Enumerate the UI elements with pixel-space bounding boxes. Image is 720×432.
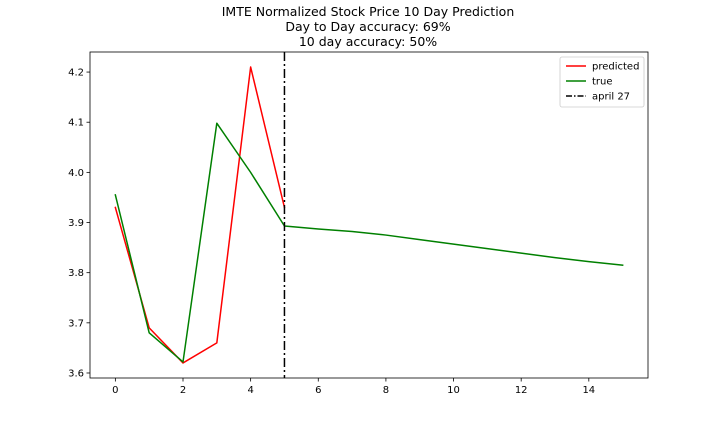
x-tick-label: 6 — [315, 385, 321, 396]
axes-frame — [89, 51, 649, 379]
x-tick-label: 8 — [383, 385, 389, 396]
y-tick-label: 4.1 — [68, 118, 84, 129]
x-tick-label: 14 — [582, 385, 595, 396]
x-tick-label: 4 — [247, 385, 253, 396]
title-line-3: 10 day accuracy: 50% — [299, 34, 437, 49]
x-tick-label: 0 — [112, 385, 118, 396]
title-line-1: IMTE Normalized Stock Price 10 Day Predi… — [222, 4, 515, 19]
legend-label-true: true — [592, 77, 613, 88]
x-tick-label: 2 — [180, 385, 186, 396]
y-tick-label: 4.2 — [68, 68, 84, 79]
x-tick-label: 12 — [515, 385, 528, 396]
chart-title: IMTE Normalized Stock Price 10 Day Predi… — [222, 4, 515, 49]
legend: predicted true april 27 — [559, 56, 645, 108]
series-line-true — [114, 122, 624, 363]
y-tick-label: 3.7 — [68, 318, 84, 329]
title-line-2: Day to Day accuracy: 69% — [285, 19, 450, 34]
legend-label-april-27: april 27 — [592, 92, 630, 103]
y-tick-label: 4.0 — [68, 168, 84, 179]
y-tick-label: 3.9 — [68, 218, 84, 229]
legend-label-predicted: predicted — [592, 62, 639, 73]
y-tick-label: 3.8 — [68, 268, 84, 279]
x-tick-label: 10 — [447, 385, 460, 396]
plot-area — [114, 52, 624, 378]
axes: 0 2 4 6 8 10 12 14 3.6 3.7 3.8 3.9 4.0 4.1 4.2 — [68, 51, 649, 396]
y-tick-label: 3.6 — [68, 368, 84, 379]
legend-box — [559, 56, 645, 108]
